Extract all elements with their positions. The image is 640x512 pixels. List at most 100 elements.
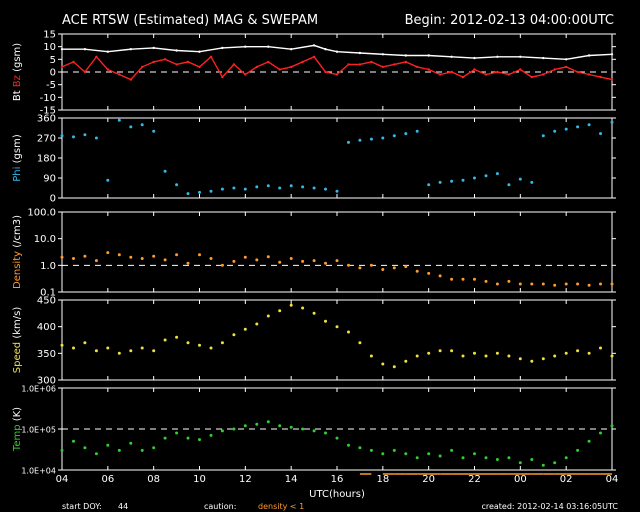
series-phi [60,118,614,196]
data-point [610,53,614,56]
data-point [335,189,339,193]
data-point [106,346,110,350]
x-tick-label: 04 [606,474,619,485]
data-point [358,63,362,66]
y-tick-label: 10.0 [34,234,56,245]
data-point [163,436,167,440]
data-point [564,127,568,131]
y-axis-label-part: Phi [12,167,23,182]
data-point [152,60,155,64]
data-point [484,174,488,178]
data-point [507,354,511,358]
data-point [232,186,236,190]
panel-phi: 360 270 180 90 0 Phi (gsm) [12,114,616,205]
y-axis-label-bt-bz: Bt Bz (gsm) [12,43,23,101]
data-point [324,319,327,323]
data-point [392,365,396,369]
data-point [140,448,144,452]
data-point [278,309,282,313]
data-point [83,341,87,345]
data-point [60,134,64,138]
y-axis-label-part: (K) [12,407,23,425]
data-point [232,259,236,263]
data-point [564,456,568,460]
data-point [404,265,408,269]
data-point [404,452,408,456]
data-point [587,73,591,76]
data-point [198,65,201,69]
data-point [175,431,179,435]
data-point [232,427,236,431]
caution-label: caution: [204,502,236,511]
data-point [289,184,293,188]
data-point [278,260,282,264]
data-point [381,53,384,56]
data-point [163,169,167,173]
data-point [175,183,179,187]
data-point [312,44,316,47]
data-point [369,448,373,452]
y-tick-label: 360 [37,114,56,125]
data-point [117,351,121,355]
data-point [129,78,132,81]
data-point [266,255,270,259]
data-point [530,75,533,79]
data-point [541,357,545,361]
data-point [106,178,110,182]
data-point [301,427,305,431]
begin-time: Begin: 2012-02-13 04:00:00UTC [405,13,614,28]
data-point [450,349,454,353]
data-point [312,55,316,58]
data-point [496,55,499,58]
data-point [140,123,144,127]
data-point [576,448,580,452]
data-point [415,129,419,133]
data-point [243,327,247,331]
data-point [312,259,316,263]
data-point [347,330,350,334]
data-point [83,48,87,51]
data-point [244,45,247,48]
data-point [335,50,339,53]
y-tick-label: 350 [37,349,56,360]
data-point [576,125,580,129]
y-tick-label: -5 [46,80,56,91]
data-point [495,351,499,355]
data-point [553,283,557,287]
data-point [404,359,408,363]
y-axis-label-phi: Phi (gsm) [12,134,23,182]
y-tick-label: 0 [50,194,56,205]
data-point [473,277,476,281]
data-point [427,183,431,187]
data-point [60,48,64,51]
data-point [72,257,75,260]
data-point [427,68,430,71]
data-point [175,49,178,52]
data-point [289,425,293,429]
data-point [484,456,488,460]
data-point [565,58,568,61]
data-point [243,424,247,428]
data-point [610,78,614,81]
data-point [495,458,499,461]
data-point [450,448,454,452]
x-tick-label: 16 [331,474,344,485]
data-point [335,259,339,263]
data-point [324,70,327,74]
data-point [163,338,167,342]
y-axis-label-part: Speed [12,342,23,373]
data-point [610,282,614,286]
data-point [484,354,488,358]
data-point [301,259,305,263]
y-axis-label-part: Density [12,251,23,289]
data-point [324,187,327,191]
data-point [60,255,64,259]
data-point [404,60,407,64]
data-point [106,50,110,53]
data-point [427,271,431,275]
x-tick-label: 22 [468,474,481,485]
data-point [72,60,75,64]
data-point [335,436,339,440]
data-point [266,184,270,188]
